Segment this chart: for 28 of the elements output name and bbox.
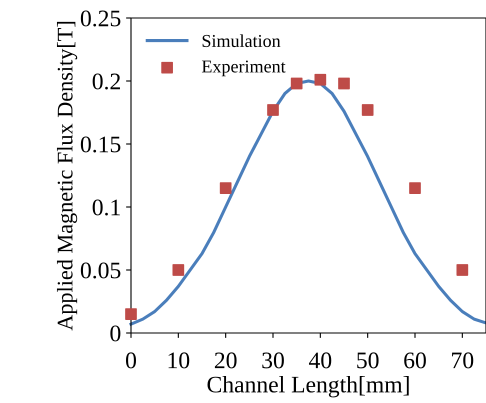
y-tick-label: 0.2 — [92, 73, 120, 90]
point — [290, 78, 303, 90]
x-tick-label: 10 — [168, 352, 190, 368]
y-tick-label: 0.25 — [80, 10, 120, 27]
point — [125, 308, 137, 320]
x-tick-label: 70 — [452, 352, 474, 368]
point — [338, 78, 350, 90]
legend-label: Simulation — [202, 34, 280, 48]
x-tick-label: 0 — [126, 352, 136, 368]
legend-label: Experiment — [202, 60, 286, 76]
x-tick-label: 20 — [214, 352, 237, 368]
point — [362, 104, 374, 116]
y-tick-label: 0 — [110, 325, 120, 342]
x-tick-label: 50 — [357, 352, 379, 368]
x-tick-label: 40 — [308, 352, 332, 368]
y-tick-label: 0.1 — [92, 199, 120, 216]
point — [314, 74, 326, 86]
y-tick-label: 0.05 — [80, 262, 120, 279]
point — [456, 264, 468, 276]
point — [172, 264, 184, 276]
y-axis-title: Applied Magnetic Flux Density[T] — [56, 22, 78, 330]
y-tick-label: 0.15 — [80, 136, 120, 153]
x-tick-label: 30 — [262, 352, 284, 368]
x-axis-title: Channel Length[mm] — [208, 376, 409, 398]
point — [409, 182, 421, 194]
point — [220, 182, 232, 194]
x-tick-label: 60 — [404, 352, 426, 368]
point — [267, 104, 279, 116]
